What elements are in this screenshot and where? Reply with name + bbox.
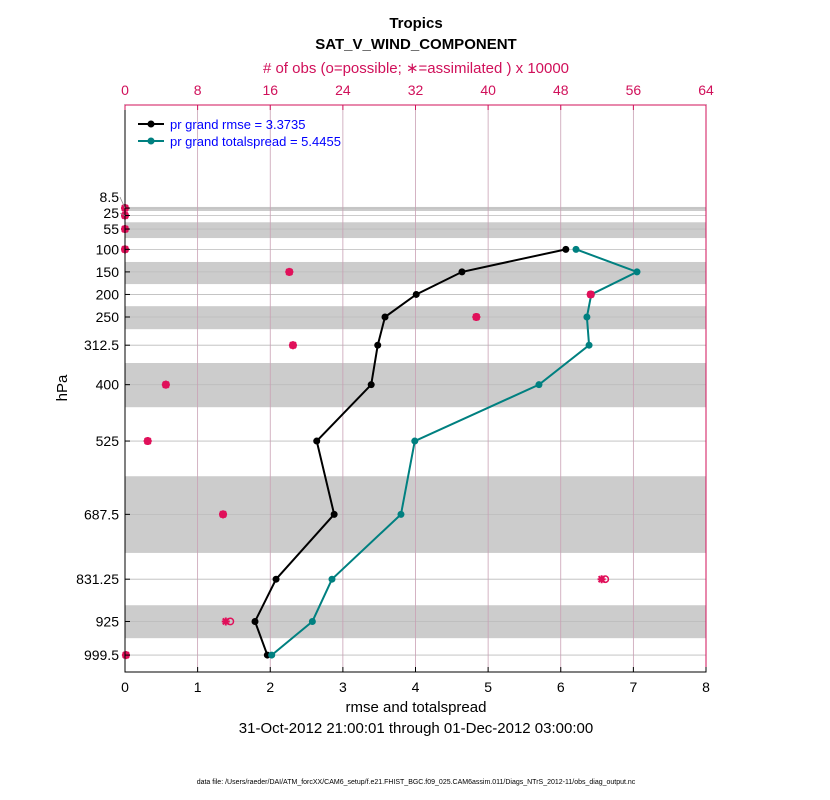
y-tick-leader — [119, 212, 126, 216]
series-point-0 — [374, 341, 382, 349]
top-tick-label: 8 — [194, 82, 202, 98]
series-point-0 — [272, 575, 280, 583]
x-tick-label: 5 — [484, 679, 492, 695]
top-tick-label: 40 — [480, 82, 496, 98]
series-point-0 — [458, 268, 466, 276]
x-tick-label: 0 — [121, 679, 129, 695]
series-point-1 — [585, 341, 593, 349]
x-tick-label: 7 — [629, 679, 637, 695]
obs-assimilated-marker — [288, 341, 297, 350]
legend-label-1: pr grand totalspread = 5.4455 — [170, 134, 341, 149]
x-tick-label: 8 — [702, 679, 710, 695]
y-tick-label: 55 — [103, 221, 119, 237]
y-tick-label: 250 — [96, 309, 120, 325]
obs-assimilated-marker — [597, 575, 606, 584]
top-tick-label: 24 — [335, 82, 351, 98]
y-tick-label: 100 — [96, 241, 120, 257]
series-point-0 — [330, 510, 338, 518]
top-tick-label: 48 — [553, 82, 569, 98]
obs-assimilated-marker — [472, 313, 481, 322]
series-point-0 — [367, 381, 375, 389]
x-axis-label: rmse and totalspread — [346, 699, 487, 716]
y-axis-label: hPa — [54, 374, 71, 401]
y-tick-leader — [119, 196, 126, 209]
footer-data-file: data file: /Users/raeder/DAI/ATM_forcXX/… — [197, 779, 636, 786]
series-point-1 — [535, 381, 543, 389]
obs-assimilated-marker — [586, 290, 595, 299]
top-tick-label: 64 — [698, 82, 714, 98]
series-point-0 — [251, 617, 259, 625]
y-tick-label: 999.5 — [84, 647, 119, 663]
y-tick-label: 831.25 — [76, 571, 119, 587]
top-tick-label: 56 — [626, 82, 642, 98]
series-point-0 — [381, 313, 389, 321]
x-tick-label: 4 — [412, 679, 420, 695]
y-tick-label: 400 — [96, 377, 120, 393]
y-tick-label: 150 — [96, 264, 120, 280]
series-point-1 — [308, 617, 316, 625]
obs-assimilated-marker — [161, 380, 170, 389]
y-tick-label: 687.5 — [84, 506, 119, 522]
top-axis-label: # of obs (o=possible; ∗=assimilated ) x … — [263, 60, 569, 77]
top-tick-label: 16 — [262, 82, 278, 98]
date-range: 31-Oct-2012 21:00:01 through 01-Dec-2012… — [239, 720, 593, 737]
chart-title: Tropics — [389, 15, 442, 32]
y-tick-label: 925 — [96, 613, 120, 629]
y-tick-label: 25 — [103, 205, 119, 221]
obs-assimilated-marker — [219, 510, 228, 519]
top-tick-label: 32 — [408, 82, 424, 98]
series-point-0 — [313, 437, 321, 445]
obs-assimilated-marker — [285, 267, 294, 276]
x-tick-label: 3 — [339, 679, 347, 695]
series-point-1 — [268, 651, 276, 659]
y-tick-label: 8.5 — [100, 189, 120, 205]
legend-marker-0 — [147, 120, 155, 128]
x-tick-label: 2 — [266, 679, 274, 695]
series-point-0 — [562, 245, 570, 253]
top-tick-label: 0 — [121, 82, 129, 98]
series-point-1 — [572, 245, 580, 253]
legend-marker-1 — [147, 137, 155, 145]
obs-assimilated-marker — [143, 437, 152, 446]
y-tick-label: 200 — [96, 286, 120, 302]
series-point-1 — [397, 510, 405, 518]
obs-assimilated-marker — [221, 617, 230, 626]
series-point-1 — [583, 313, 591, 321]
series-point-1 — [411, 437, 419, 445]
series-point-1 — [328, 575, 336, 583]
x-tick-label: 1 — [194, 679, 202, 695]
legend-label-0: pr grand rmse = 3.3735 — [170, 117, 306, 132]
series-point-0 — [412, 290, 420, 298]
series-point-1 — [633, 268, 641, 276]
chart-subtitle: SAT_V_WIND_COMPONENT — [315, 36, 516, 53]
y-tick-label: 312.5 — [84, 337, 119, 353]
x-tick-label: 6 — [557, 679, 565, 695]
y-tick-label: 525 — [96, 433, 120, 449]
